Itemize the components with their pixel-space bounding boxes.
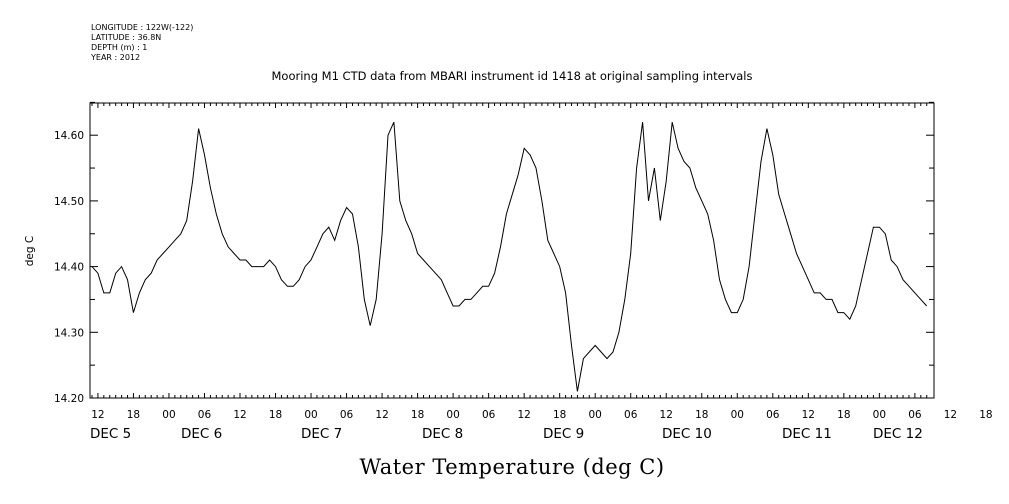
- x-hour-label: 12: [91, 409, 104, 421]
- x-hour-label: 12: [660, 409, 673, 421]
- x-hour-label: 06: [908, 409, 922, 421]
- temperature-line: [91, 121, 928, 392]
- x-hour-label: 18: [979, 409, 992, 421]
- x-axis: 12 18 00 06 12 18 00 06 12 18 00 06 12 18 00 06 12 18 00 06…: [90, 103, 993, 442]
- y-tick-label: 14.40: [54, 262, 84, 274]
- meta-line-latitude: LATITUDE : 36.8N: [91, 33, 161, 42]
- x-hour-label: 18: [837, 409, 850, 421]
- x-hour-label: 00: [731, 409, 744, 421]
- x-day-label: DEC 6: [181, 426, 222, 442]
- x-hour-label: 06: [340, 409, 354, 421]
- x-hour-label: 18: [411, 409, 424, 421]
- x-day-label: DEC 12: [873, 426, 923, 442]
- x-day-label: DEC 9: [543, 426, 584, 442]
- x-axis-title: Water Temperature (deg C): [359, 455, 664, 479]
- chart-title: Mooring M1 CTD data from MBARI instrumen…: [272, 69, 753, 83]
- x-day-label: DEC 7: [301, 426, 342, 442]
- meta-line-longitude: LONGITUDE : 122W(-122): [91, 23, 193, 32]
- x-hour-label: 06: [198, 409, 212, 421]
- y-tick-label: 14.50: [54, 196, 84, 208]
- y-tick-label: 14.60: [54, 130, 84, 142]
- y-tick-label: 14.20: [54, 393, 84, 405]
- x-hour-label: 00: [589, 409, 602, 421]
- x-hour-label: 06: [766, 409, 780, 421]
- x-hour-label: 00: [446, 409, 459, 421]
- y-axis-label: deg C: [24, 236, 36, 266]
- x-hour-label: 12: [517, 409, 530, 421]
- x-hour-label: 00: [304, 409, 317, 421]
- y-tick-label: 14.30: [54, 327, 84, 339]
- plot-frame: [89, 102, 935, 399]
- x-day-label: DEC 10: [662, 426, 712, 442]
- x-day-label: DEC 8: [422, 426, 463, 442]
- x-hour-label: 18: [695, 409, 708, 421]
- meta-line-year: YEAR : 2012: [90, 53, 140, 62]
- x-hour-label: 18: [553, 409, 566, 421]
- y-axis: 14.20 14.30 14.40 14.50 14.60: [54, 101, 934, 405]
- x-hour-label: 12: [802, 409, 815, 421]
- x-hour-label: 06: [624, 409, 638, 421]
- x-hour-label: 12: [375, 409, 388, 421]
- x-day-label: DEC 5: [90, 426, 131, 442]
- x-hour-label: 06: [482, 409, 496, 421]
- x-hour-label: 18: [269, 409, 282, 421]
- x-day-label: DEC 11: [782, 426, 832, 442]
- x-hour-label: 12: [944, 409, 957, 421]
- x-hour-label: 00: [162, 409, 175, 421]
- x-hour-label: 00: [873, 409, 886, 421]
- metadata-block: LONGITUDE : 122W(-122) LATITUDE : 36.8N …: [90, 23, 193, 62]
- x-hour-label: 12: [233, 409, 246, 421]
- x-hour-label: 18: [127, 409, 140, 421]
- meta-line-depth: DEPTH (m) : 1: [91, 43, 147, 52]
